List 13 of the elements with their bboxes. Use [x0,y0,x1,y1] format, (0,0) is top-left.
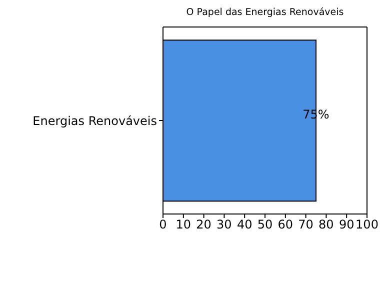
chart-title: O Papel das Energias Renováveis [185,7,345,18]
x-tick-label: 70 [298,218,314,232]
x-tick-label: 80 [318,218,334,232]
x-tick-label: 100 [356,218,378,232]
y-tick-label: Energias Renováveis [32,114,157,128]
x-tick-label: 30 [216,218,232,232]
x-tick-label: 90 [338,218,354,232]
x-tick-label: 60 [278,218,294,232]
x-tick-label: 0 [159,218,167,232]
x-tick-label: 10 [176,218,192,232]
x-tick-label: 40 [236,218,252,232]
x-tick-label: 50 [257,218,273,232]
x-tick-label: 20 [196,218,212,232]
